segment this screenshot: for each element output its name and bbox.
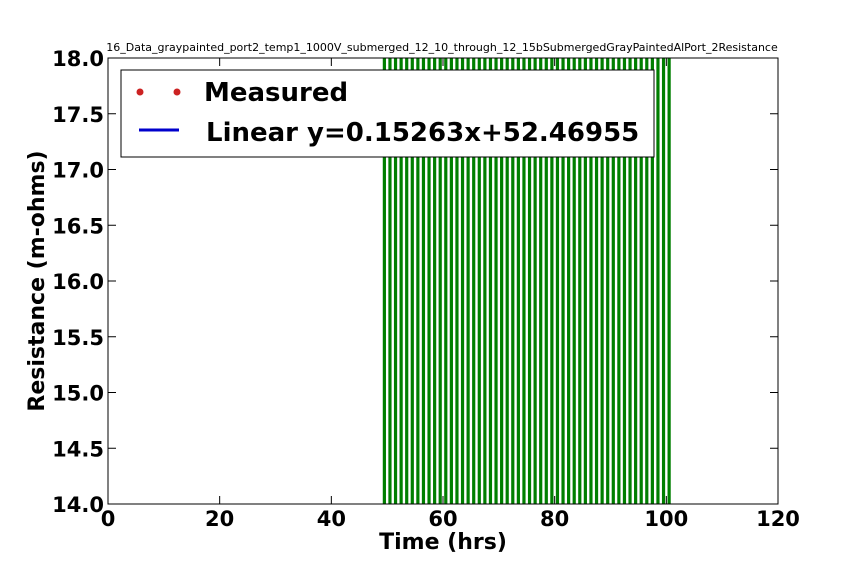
x-tick-label: 120	[756, 507, 800, 531]
y-tick-label: 16.5	[52, 214, 104, 238]
y-axis-label: Resistance (m-ohms)	[25, 150, 50, 411]
y-tick-label: 17.5	[52, 103, 104, 127]
x-tick-label: 20	[205, 507, 234, 531]
x-axis-ticks: 0 20 40 60 80 100 120	[101, 58, 800, 531]
x-axis-label: Time (hrs)	[379, 530, 507, 555]
y-tick-label: 14.5	[52, 437, 104, 461]
legend-measured-label: Measured	[204, 78, 348, 108]
y-tick-label: 17.0	[52, 159, 104, 183]
legend-measured-marker	[173, 88, 181, 96]
y-tick-label: 15.5	[52, 326, 104, 350]
legend-box	[120, 69, 655, 158]
legend-linear-label: Linear y=0.15263x+52.46955	[206, 118, 639, 148]
x-tick-label: 40	[317, 507, 346, 531]
x-tick-label: 0	[101, 507, 116, 531]
x-tick-label: 60	[428, 507, 457, 531]
y-tick-label: 16.0	[52, 270, 104, 294]
y-axis-ticks: 14.0 14.5 15.0 15.5 16.0 16.5 17.0 17.5 18.0	[52, 47, 778, 517]
y-tick-label: 15.0	[52, 382, 104, 406]
y-tick-label: 14.0	[52, 493, 104, 517]
legend-measured-marker	[136, 88, 144, 96]
legend: Measured Linear y=0.15263x+52.46955	[120, 69, 655, 158]
x-tick-label: 100	[644, 507, 688, 531]
y-tick-label: 18.0	[52, 47, 104, 71]
chart-title: 16_Data_graypainted_port2_temp1_1000V_su…	[106, 41, 778, 54]
x-tick-label: 80	[540, 507, 569, 531]
